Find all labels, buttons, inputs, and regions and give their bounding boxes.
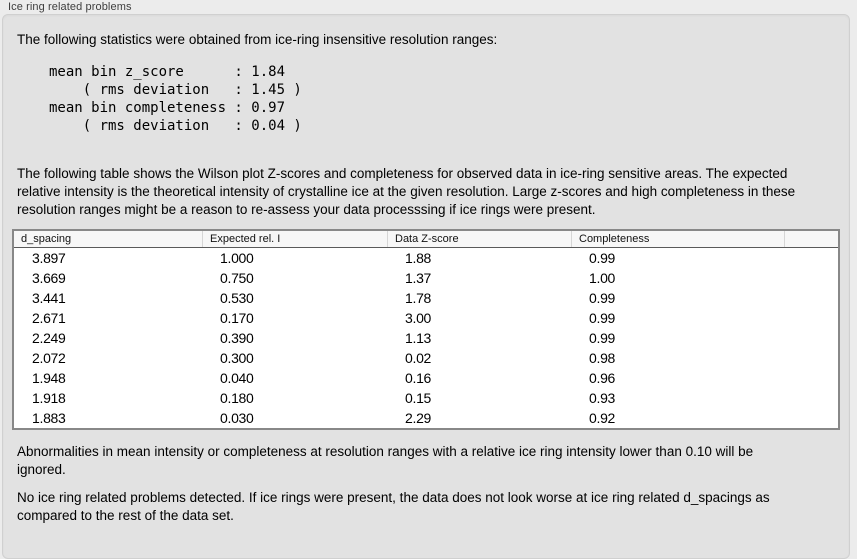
table-cell: 0.98 bbox=[589, 350, 616, 366]
table-cell: 3.897 bbox=[32, 250, 66, 266]
table-cell: 2.249 bbox=[32, 330, 66, 346]
table-cell: 0.040 bbox=[220, 370, 254, 386]
panel-title: Ice ring related problems bbox=[8, 1, 132, 13]
table-row[interactable]: 1.918 0.180 0.15 0.93 bbox=[14, 388, 838, 408]
table-cell: 1.00 bbox=[589, 270, 616, 286]
table-row[interactable]: 2.249 0.390 1.13 0.99 bbox=[14, 328, 838, 348]
table-row[interactable]: 2.072 0.300 0.02 0.98 bbox=[14, 348, 838, 368]
table-cell: 0.99 bbox=[589, 290, 616, 306]
table-cell: 0.170 bbox=[220, 310, 254, 326]
table-cell-spacer bbox=[784, 368, 838, 388]
table-cell-spacer bbox=[784, 328, 838, 348]
statistics-block: mean bin z_score : 1.84 ( rms deviation … bbox=[49, 63, 839, 135]
table-cell: 1.13 bbox=[405, 330, 432, 346]
table-cell: 0.530 bbox=[220, 290, 254, 306]
column-header-expected-rel-i[interactable]: Expected rel. I bbox=[202, 231, 387, 247]
table-row[interactable]: 3.669 0.750 1.37 1.00 bbox=[14, 268, 838, 288]
table-cell: 1.883 bbox=[32, 410, 66, 426]
table-cell: 0.16 bbox=[405, 370, 432, 386]
table-description-text: The following table shows the Wilson plo… bbox=[17, 166, 796, 217]
table-cell: 0.300 bbox=[220, 350, 254, 366]
table-cell: 3.441 bbox=[32, 290, 66, 306]
table-cell: 0.15 bbox=[405, 390, 432, 406]
statistic-line: ( rms deviation : 0.04 ) bbox=[49, 118, 302, 134]
table-cell: 0.96 bbox=[589, 370, 616, 386]
table-cell-spacer bbox=[784, 348, 838, 368]
table-cell: 3.669 bbox=[32, 270, 66, 286]
ignore-note-text: Abnormalities in mean intensity or compl… bbox=[17, 444, 754, 477]
ice-ring-table: d_spacing Expected rel. I Data Z-score Comp… bbox=[12, 229, 840, 430]
table-cell: 0.99 bbox=[589, 330, 616, 346]
table-cell: 0.390 bbox=[220, 330, 254, 346]
table-body: 3.897 1.000 1.88 0.99 3.669 0.750 1.37 1.00 3.44… bbox=[14, 248, 838, 428]
column-header-spacer bbox=[784, 231, 838, 247]
table-cell: 0.030 bbox=[220, 410, 254, 426]
table-row[interactable]: 3.897 1.000 1.88 0.99 bbox=[14, 248, 838, 268]
table-cell: 2.29 bbox=[405, 410, 432, 426]
table-cell-spacer bbox=[784, 288, 838, 308]
table-row[interactable]: 1.948 0.040 0.16 0.96 bbox=[14, 368, 838, 388]
table-cell: 0.180 bbox=[220, 390, 254, 406]
conclusion-text: No ice ring related problems detected. I… bbox=[17, 490, 770, 523]
statistic-line: ( rms deviation : 1.45 ) bbox=[49, 82, 302, 98]
column-header-d-spacing[interactable]: d_spacing bbox=[21, 233, 72, 245]
stats-intro-text: The following statistics were obtained f… bbox=[17, 32, 498, 47]
table-cell: 0.93 bbox=[589, 390, 616, 406]
table-cell-spacer bbox=[784, 308, 838, 328]
column-header-data-z-score[interactable]: Data Z-score bbox=[387, 231, 571, 247]
table-cell: 1.000 bbox=[220, 250, 254, 266]
table-cell: 0.92 bbox=[589, 410, 616, 426]
table-cell: 1.78 bbox=[405, 290, 432, 306]
ice-ring-groupbox: The following statistics were obtained f… bbox=[2, 14, 850, 559]
statistic-line: mean bin completeness : 0.97 bbox=[49, 100, 286, 116]
table-cell: 1.918 bbox=[32, 390, 66, 406]
table-cell: 1.37 bbox=[405, 270, 432, 286]
table-row[interactable]: 1.883 0.030 2.29 0.92 bbox=[14, 408, 838, 428]
table-header-row: d_spacing Expected rel. I Data Z-score Comp… bbox=[14, 231, 838, 248]
table-cell: 0.750 bbox=[220, 270, 254, 286]
table-cell: 0.99 bbox=[589, 310, 616, 326]
table-cell-spacer bbox=[784, 268, 838, 288]
statistic-line: mean bin z_score : 1.84 bbox=[49, 64, 286, 80]
table-row[interactable]: 2.671 0.170 3.00 0.99 bbox=[14, 308, 838, 328]
column-header-completeness[interactable]: Completeness bbox=[571, 231, 784, 247]
table-row[interactable]: 3.441 0.530 1.78 0.99 bbox=[14, 288, 838, 308]
table-cell: 1.948 bbox=[32, 370, 66, 386]
table-cell-spacer bbox=[784, 248, 838, 268]
table-cell-spacer bbox=[784, 388, 838, 408]
table-cell: 2.072 bbox=[32, 350, 66, 366]
table-cell: 2.671 bbox=[32, 310, 66, 326]
table-cell: 0.99 bbox=[589, 250, 616, 266]
table-cell-spacer bbox=[784, 408, 838, 428]
table-cell: 0.02 bbox=[405, 350, 432, 366]
table-cell: 3.00 bbox=[405, 310, 432, 326]
table-cell: 1.88 bbox=[405, 250, 432, 266]
